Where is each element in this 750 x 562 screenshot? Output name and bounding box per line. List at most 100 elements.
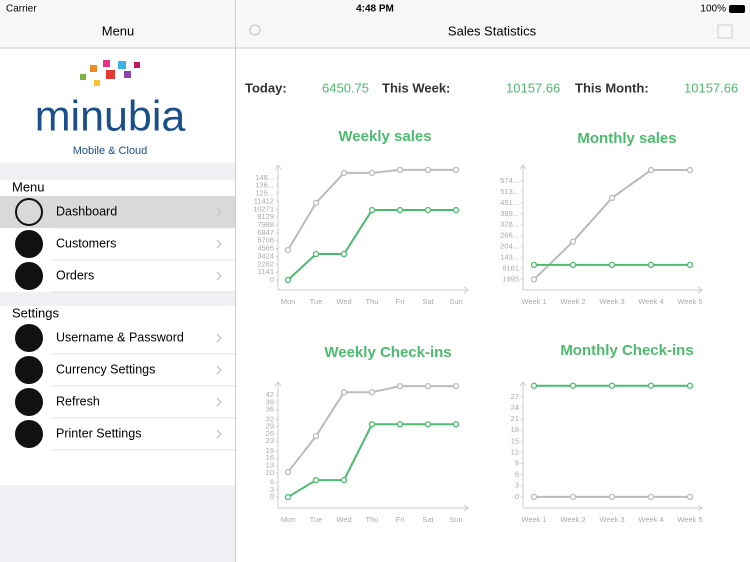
data-point — [686, 493, 694, 501]
y-tick-label: 451... — [500, 198, 519, 207]
sidebar-title: Menu — [102, 23, 135, 38]
y-tick-label: 143... — [500, 252, 519, 261]
compose-icon[interactable] — [717, 24, 733, 39]
x-tick-label: Week 2 — [560, 515, 585, 524]
y-tick-label: 148... — [255, 173, 274, 182]
data-point — [396, 206, 404, 214]
x-tick-label: Fri — [396, 515, 405, 524]
x-tick-label: Sat — [422, 297, 434, 306]
data-point — [530, 382, 538, 389]
menu-item[interactable]: Refresh — [15, 388, 235, 419]
series-line — [287, 385, 456, 473]
axis-arrow — [274, 164, 282, 170]
y-tick-label: 36 — [266, 405, 274, 414]
menu-item[interactable]: Orders — [15, 262, 235, 293]
menu-icon — [15, 324, 43, 352]
clock: 4:48 PM — [356, 4, 394, 15]
chevron — [216, 397, 222, 407]
menu-label: Customers — [56, 236, 116, 250]
axis-arrow — [463, 286, 469, 294]
menu-icon — [15, 198, 43, 226]
top-bar — [0, 0, 750, 48]
chart-title: Monthly Check-ins — [560, 342, 693, 359]
x-tick-label: Week 3 — [599, 515, 624, 524]
x-tick-label: Week 1 — [521, 297, 546, 306]
y-tick-label: 389... — [500, 209, 519, 218]
logo-square — [106, 70, 115, 79]
menu-label: Currency Settings — [56, 362, 155, 376]
y-tick-label: 8161 — [502, 263, 519, 272]
section-header: Settings — [12, 305, 59, 320]
menu-item[interactable]: Dashboard — [0, 196, 235, 229]
data-point — [368, 169, 376, 177]
axis-arrow — [697, 286, 703, 294]
x-tick-label: Week 3 — [599, 297, 624, 306]
y-tick-label: 24 — [511, 403, 519, 412]
x-tick-label: Sun — [449, 297, 462, 306]
logo-name: minubia — [35, 92, 186, 140]
data-point — [368, 206, 376, 214]
y-tick-label: 6 — [515, 470, 519, 479]
search-icon[interactable] — [249, 24, 261, 36]
x-tick-label: Wed — [336, 515, 351, 524]
x-tick-label: Week 4 — [638, 297, 663, 306]
x-tick-label: Wed — [336, 297, 351, 306]
y-tick-label: 6 — [270, 477, 274, 486]
y-tick-label: 16 — [266, 453, 274, 462]
y-tick-label: 0 — [515, 492, 519, 501]
x-tick-label: Week 4 — [638, 515, 663, 524]
stat-label: This Week: — [382, 80, 450, 95]
menu-icon — [15, 356, 43, 384]
axis-arrow — [697, 504, 703, 512]
menu-item[interactable]: Username & Password — [15, 324, 235, 355]
data-point — [340, 169, 348, 177]
y-tick-label: 9129 — [257, 212, 274, 221]
battery-icon — [729, 5, 745, 13]
y-tick-label: 3 — [515, 481, 519, 490]
x-tick-label: Sun — [449, 515, 462, 524]
x-tick-label: Thu — [366, 515, 379, 524]
section-header: Menu — [12, 179, 45, 194]
menu-item[interactable]: Customers — [15, 230, 235, 261]
logo-tagline: Mobile & Cloud — [73, 145, 148, 157]
data-point — [569, 382, 577, 389]
menu-icon — [15, 262, 43, 290]
chart-title: Weekly sales — [338, 128, 431, 145]
data-point — [647, 261, 655, 269]
data-point — [396, 382, 404, 390]
x-tick-label: Week 5 — [677, 515, 702, 524]
chart-title: Monthly sales — [577, 130, 676, 147]
data-point — [424, 382, 432, 390]
axis-arrow — [519, 164, 527, 170]
series-line — [287, 209, 456, 281]
y-tick-label: 21 — [511, 414, 519, 423]
x-tick-label: Week 2 — [560, 297, 585, 306]
menu-item[interactable]: Currency Settings — [15, 356, 235, 387]
x-tick-label: Tue — [310, 515, 323, 524]
y-tick-label: 10 — [266, 468, 274, 477]
y-tick-label: 32 — [266, 414, 274, 423]
sidebar-spacer — [0, 292, 235, 306]
data-point — [340, 476, 348, 484]
menu-icon — [15, 230, 43, 258]
data-point — [608, 194, 616, 202]
data-point — [312, 432, 320, 440]
y-tick-label: 11412 — [254, 196, 274, 205]
menu-label: Dashboard — [56, 204, 117, 218]
logo-square — [118, 61, 126, 69]
selected-row — [0, 196, 235, 228]
x-tick-label: Week 5 — [677, 297, 702, 306]
x-tick-label: Tue — [310, 297, 323, 306]
x-tick-label: Mon — [281, 297, 296, 306]
y-tick-label: 1141 — [258, 267, 274, 276]
data-point — [312, 250, 320, 258]
y-tick-label: 5706 — [257, 236, 274, 245]
logo — [80, 60, 140, 86]
data-point — [569, 493, 577, 501]
axis-arrow — [519, 381, 527, 387]
menu-item[interactable]: Printer Settings — [15, 420, 235, 451]
y-tick-label: 2282 — [257, 259, 274, 268]
data-point — [284, 468, 292, 476]
stat-label: Today: — [245, 80, 287, 95]
main-title: Sales Statistics — [448, 23, 537, 38]
